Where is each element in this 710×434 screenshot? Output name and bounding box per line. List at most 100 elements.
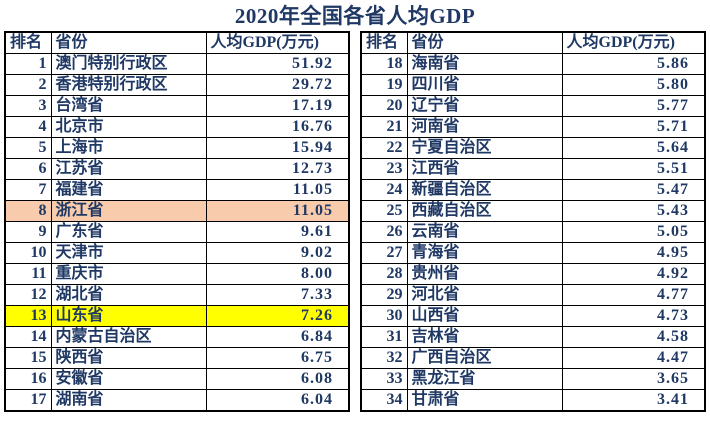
table-row: 10 天津市 9.02 — [4, 242, 350, 264]
province-cell: 重庆市 — [50, 263, 207, 285]
table-row: 6 江苏省 12.73 — [4, 158, 350, 180]
province-cell: 北京市 — [50, 116, 207, 138]
table-row: 15 陕西省 6.75 — [4, 347, 350, 369]
gdp-cell: 6.04 — [205, 389, 350, 412]
rank-cell: 17 — [4, 389, 52, 412]
rank-cell: 18 — [360, 53, 408, 75]
table-row: 17 湖南省 6.04 — [4, 389, 350, 412]
table-row: 31 吉林省 4.58 — [360, 326, 706, 348]
gdp-cell: 15.94 — [205, 137, 350, 159]
rank-column-header: 排名 — [4, 31, 52, 54]
province-cell: 甘肃省 — [406, 389, 563, 412]
rank-cell: 16 — [4, 368, 52, 390]
province-column-header: 省份 — [50, 31, 207, 54]
rank-cell: 12 — [4, 284, 52, 306]
table-row: 3 台湾省 17.19 — [4, 95, 350, 117]
rank-cell: 33 — [360, 368, 408, 390]
table-row: 20 辽宁省 5.77 — [360, 95, 706, 117]
province-cell: 台湾省 — [50, 95, 207, 117]
province-cell: 海南省 — [406, 53, 563, 75]
province-cell: 江苏省 — [50, 158, 207, 180]
gdp-cell: 4.92 — [561, 263, 706, 285]
province-cell: 青海省 — [406, 242, 563, 264]
rank-cell: 31 — [360, 326, 408, 348]
province-cell: 内蒙古自治区 — [50, 326, 207, 348]
province-cell: 江西省 — [406, 158, 563, 180]
province-cell: 辽宁省 — [406, 95, 563, 117]
rank-cell: 7 — [4, 179, 52, 201]
gdp-cell: 4.58 — [561, 326, 706, 348]
province-cell: 云南省 — [406, 221, 563, 243]
rank-column-header: 排名 — [360, 31, 408, 54]
table-row: 27 青海省 4.95 — [360, 242, 706, 264]
gdp-column-header: 人均GDP(万元) — [561, 31, 706, 54]
province-cell: 广西自治区 — [406, 347, 563, 369]
province-cell: 陕西省 — [50, 347, 207, 369]
table-row: 14 内蒙古自治区 6.84 — [4, 326, 350, 348]
rank-cell: 15 — [4, 347, 52, 369]
table-row: 22 宁夏自治区 5.64 — [360, 137, 706, 159]
page-title: 2020年全国各省人均GDP — [234, 4, 476, 28]
table-row: 32 广西自治区 4.47 — [360, 347, 706, 369]
table-row: 25 西藏自治区 5.43 — [360, 200, 706, 222]
table-body-left: 1 澳门特别行政区 51.92 2 香港特别行政区 29.72 3 台湾省 17… — [4, 53, 350, 412]
table-row: 30 山西省 4.73 — [360, 305, 706, 327]
province-cell: 福建省 — [50, 179, 207, 201]
table-row: 34 甘肃省 3.41 — [360, 389, 706, 412]
table-row: 26 云南省 5.05 — [360, 221, 706, 243]
rank-cell: 32 — [360, 347, 408, 369]
rank-cell: 9 — [4, 221, 52, 243]
gdp-cell: 5.77 — [561, 95, 706, 117]
gdp-cell: 5.43 — [561, 200, 706, 222]
province-cell: 天津市 — [50, 242, 207, 264]
table-row: 28 贵州省 4.92 — [360, 263, 706, 285]
gdp-table-left: 排名 省份 人均GDP(万元) 1 澳门特别行政区 51.92 2 香港特别行政… — [4, 31, 350, 412]
gdp-cell: 9.61 — [205, 221, 350, 243]
gdp-cell: 29.72 — [205, 74, 350, 96]
table-row: 11 重庆市 8.00 — [4, 263, 350, 285]
gdp-cell: 12.73 — [205, 158, 350, 180]
table-row: 21 河南省 5.71 — [360, 116, 706, 138]
province-cell: 山西省 — [406, 305, 563, 327]
table-row: 4 北京市 16.76 — [4, 116, 350, 138]
table-row: 9 广东省 9.61 — [4, 221, 350, 243]
province-cell: 吉林省 — [406, 326, 563, 348]
tables-container: 排名 省份 人均GDP(万元) 1 澳门特别行政区 51.92 2 香港特别行政… — [0, 29, 710, 412]
table-row: 13 山东省 7.26 — [4, 305, 350, 327]
province-cell: 澳门特别行政区 — [50, 53, 207, 75]
rank-cell: 25 — [360, 200, 408, 222]
gdp-cell: 5.71 — [561, 116, 706, 138]
gdp-cell: 4.73 — [561, 305, 706, 327]
rank-cell: 6 — [4, 158, 52, 180]
rank-cell: 5 — [4, 137, 52, 159]
table-row: 23 江西省 5.51 — [360, 158, 706, 180]
rank-cell: 24 — [360, 179, 408, 201]
gdp-cell: 16.76 — [205, 116, 350, 138]
table-row: 16 安徽省 6.08 — [4, 368, 350, 390]
table-row: 33 黑龙江省 3.65 — [360, 368, 706, 390]
province-cell: 河北省 — [406, 284, 563, 306]
gdp-cell: 17.19 — [205, 95, 350, 117]
province-cell: 黑龙江省 — [406, 368, 563, 390]
rank-cell: 29 — [360, 284, 408, 306]
rank-cell: 10 — [4, 242, 52, 264]
rank-cell: 23 — [360, 158, 408, 180]
province-cell: 上海市 — [50, 137, 207, 159]
rank-cell: 3 — [4, 95, 52, 117]
table-row: 18 海南省 5.86 — [360, 53, 706, 75]
province-cell: 浙江省 — [50, 200, 207, 222]
gdp-column-header: 人均GDP(万元) — [205, 31, 350, 54]
table-row: 24 新疆自治区 5.47 — [360, 179, 706, 201]
gdp-cell: 5.51 — [561, 158, 706, 180]
rank-cell: 14 — [4, 326, 52, 348]
rank-cell: 13 — [4, 305, 52, 327]
rank-cell: 28 — [360, 263, 408, 285]
rank-cell: 2 — [4, 74, 52, 96]
rank-cell: 21 — [360, 116, 408, 138]
table-row: 5 上海市 15.94 — [4, 137, 350, 159]
rank-cell: 34 — [360, 389, 408, 412]
table-row: 1 澳门特别行政区 51.92 — [4, 53, 350, 75]
gdp-table-right: 排名 省份 人均GDP(万元) 18 海南省 5.86 19 四川省 5.80 … — [360, 31, 706, 412]
rank-cell: 20 — [360, 95, 408, 117]
